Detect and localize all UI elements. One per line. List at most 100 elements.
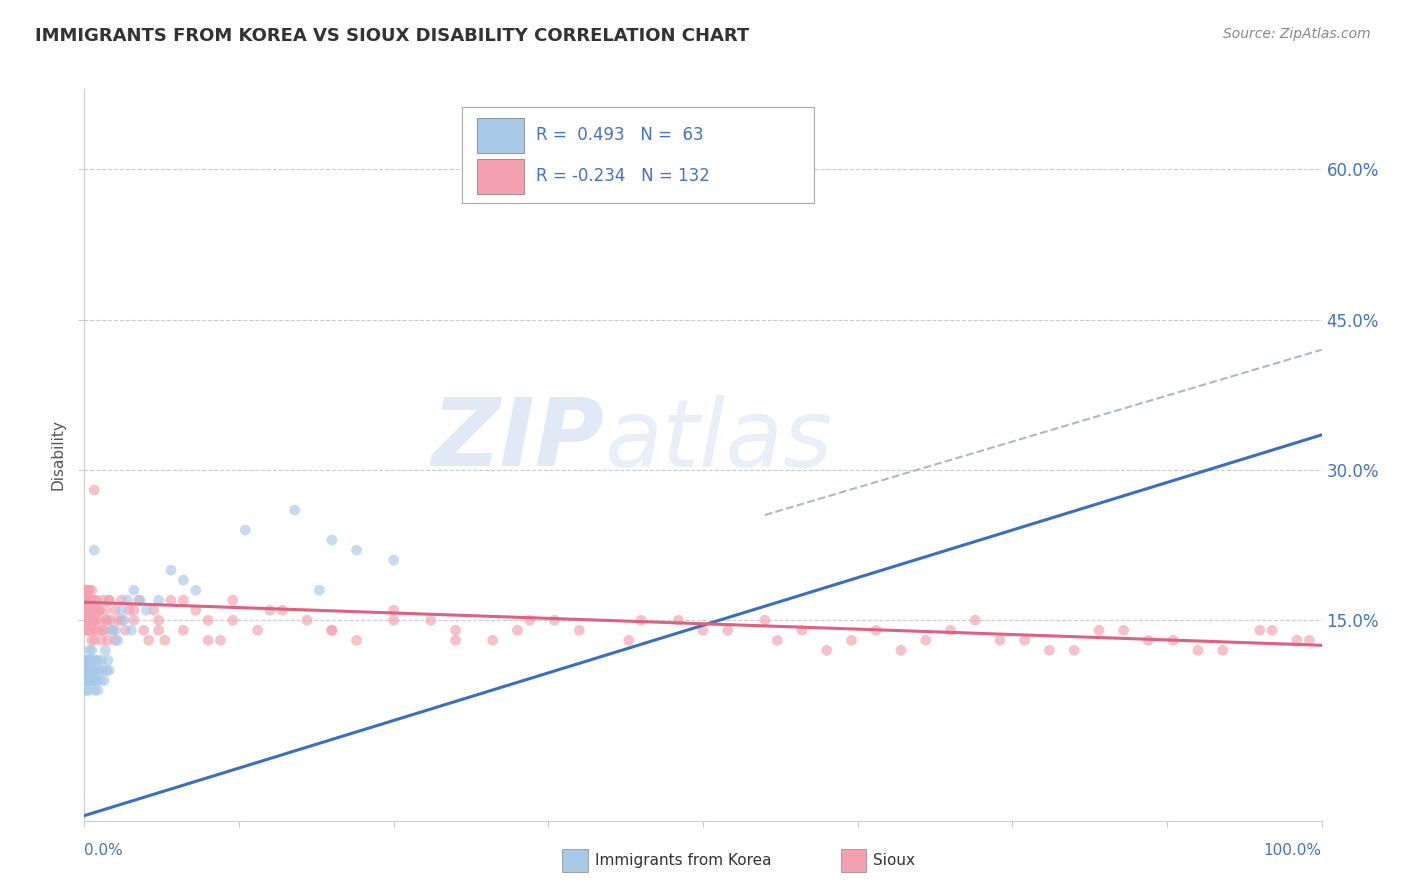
Point [75,603,97,617]
Point [988,633,1011,648]
Point [222,613,245,627]
Point [83,683,105,698]
Point [84,624,107,638]
Point [96,664,118,678]
Text: 0.0%: 0.0% [84,843,124,858]
Point [98,613,121,627]
Point [75,683,97,698]
Point [79,673,101,688]
Point [259,603,281,617]
Point [1187,643,1209,657]
Point [77,664,100,678]
Point [543,613,565,627]
Point [75,603,97,617]
Point [77,653,100,667]
Point [197,613,219,627]
Point [89,673,111,688]
Point [80,603,103,617]
Point [172,624,194,638]
Point [77,624,100,638]
Point [142,603,165,617]
Point [93,673,115,688]
Point [815,643,838,657]
Point [82,673,104,688]
Point [89,603,111,617]
Point [87,653,110,667]
Point [73,593,96,607]
Point [76,673,98,688]
Point [79,593,101,607]
Point [80,633,103,648]
Point [76,653,98,667]
Text: R = -0.234   N = 132: R = -0.234 N = 132 [536,167,710,186]
Point [82,653,104,667]
Point [110,613,132,627]
Point [86,664,108,678]
Point [1038,643,1060,657]
Point [110,603,132,617]
Point [939,624,962,638]
Point [666,613,689,627]
Point [77,683,100,698]
Point [97,653,120,667]
Point [630,613,652,627]
Point [91,593,114,607]
Point [865,624,887,638]
Point [83,613,105,627]
Point [153,633,176,648]
Text: Source: ZipAtlas.com: Source: ZipAtlas.com [1223,27,1371,41]
Point [128,593,150,607]
Point [76,613,98,627]
Point [148,593,170,607]
Point [77,593,100,607]
Point [101,624,124,638]
Point [98,593,121,607]
Point [1212,643,1234,657]
Point [184,583,207,598]
Y-axis label: Disability: Disability [51,419,66,491]
Point [79,593,101,607]
Point [82,613,104,627]
Point [82,593,104,607]
FancyBboxPatch shape [461,108,814,202]
Point [91,664,114,678]
Point [890,643,912,657]
Point [73,583,96,598]
Point [80,673,103,688]
Point [754,613,776,627]
Point [197,633,219,648]
Point [1249,624,1271,638]
Point [233,523,256,537]
Point [160,593,183,607]
Point [86,613,108,627]
Point [1298,633,1320,648]
Point [419,613,441,627]
Point [83,613,105,627]
Point [122,603,145,617]
Point [84,603,107,617]
Text: atlas: atlas [605,395,832,486]
Point [914,633,936,648]
Point [1088,624,1111,638]
Point [321,624,343,638]
Point [1161,633,1184,648]
Point [841,633,863,648]
Point [184,603,207,617]
FancyBboxPatch shape [477,159,523,194]
Point [76,624,98,638]
Point [754,182,776,196]
Point [104,633,127,648]
Point [444,624,467,638]
Point [73,603,96,617]
Text: R =  0.493   N =  63: R = 0.493 N = 63 [536,127,703,145]
Point [284,503,307,517]
Point [79,593,101,607]
Point [79,653,101,667]
Point [692,624,714,638]
Point [107,633,129,648]
Text: Sioux: Sioux [873,854,915,868]
Point [83,633,105,648]
Point [77,603,100,617]
Point [120,624,142,638]
Point [83,483,105,497]
